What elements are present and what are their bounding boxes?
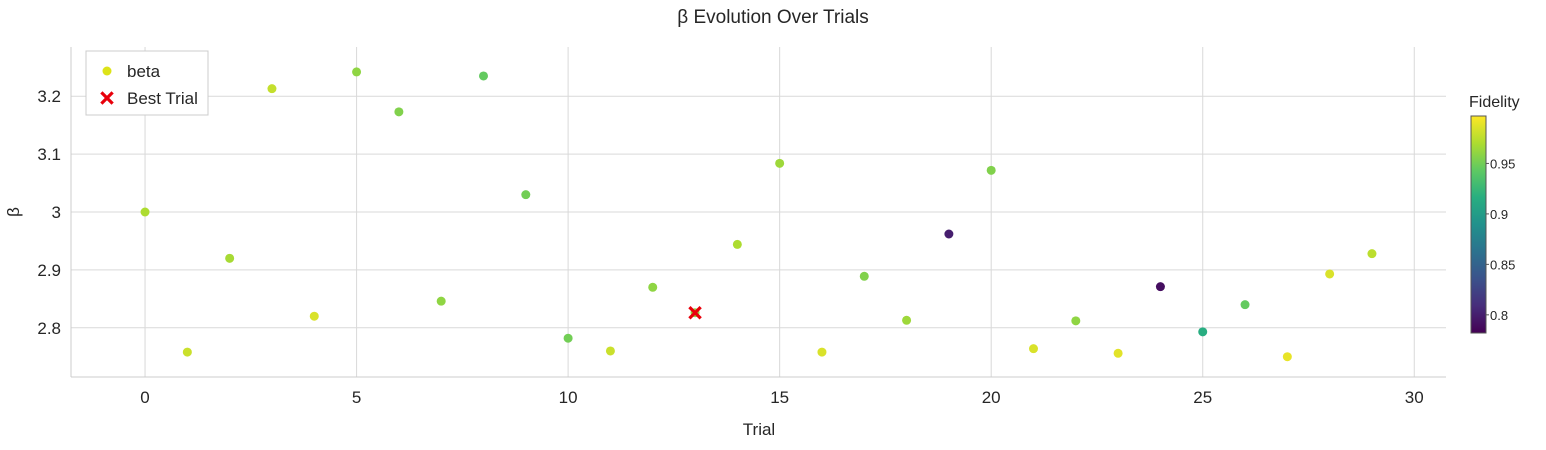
data-point xyxy=(352,67,362,77)
colorbar-tick-label: 0.95 xyxy=(1490,156,1515,171)
colorbar-ticks: 0.8 0.85 0.9 0.95 xyxy=(1486,156,1515,323)
data-point xyxy=(944,229,954,239)
x-tick-label: 20 xyxy=(982,388,1001,407)
best-trial-stroke xyxy=(688,305,702,320)
y-tick-label: 3 xyxy=(52,203,61,222)
data-point xyxy=(648,282,658,292)
data-point xyxy=(817,347,827,357)
grid xyxy=(71,47,1446,377)
y-tick-label: 3.2 xyxy=(37,87,61,106)
data-point xyxy=(775,158,785,168)
data-point xyxy=(732,239,742,249)
best-trial-marker xyxy=(688,305,702,320)
y-tick-label: 2.9 xyxy=(37,261,61,280)
data-point xyxy=(1282,352,1292,362)
colorbar-tick-label: 0.8 xyxy=(1490,308,1508,323)
x-tick-label: 15 xyxy=(770,388,789,407)
data-point xyxy=(902,315,912,325)
axes: 0 5 10 15 20 25 30 2.8 2.9 3 3.1 3.2 xyxy=(37,47,1446,407)
data-point xyxy=(225,253,235,263)
x-axis-label: Trial xyxy=(743,420,775,439)
colorbar-label: Fidelity xyxy=(1469,94,1520,111)
legend-label-beta: beta xyxy=(127,62,161,81)
colorbar: Fidelity 0.8 0.85 0.9 0.95 xyxy=(1469,94,1520,334)
data-point xyxy=(1029,344,1038,354)
data-point xyxy=(521,190,531,200)
legend-marker-beta xyxy=(102,66,112,76)
data-point xyxy=(140,207,150,217)
data-point xyxy=(436,296,446,306)
colorbar-tick-label: 0.85 xyxy=(1490,257,1515,272)
y-tick-label: 2.8 xyxy=(37,319,61,338)
data-point xyxy=(986,165,996,175)
data-point xyxy=(1155,282,1165,292)
data-point xyxy=(309,311,319,321)
x-tick-label: 5 xyxy=(352,388,361,407)
data-point xyxy=(1198,327,1208,337)
data-point xyxy=(394,107,404,117)
data-point xyxy=(182,347,192,357)
x-tick-label: 0 xyxy=(140,388,149,407)
legend-marker-best-trial xyxy=(100,91,114,105)
data-point xyxy=(1071,316,1081,326)
data-point xyxy=(1240,300,1250,310)
data-points xyxy=(140,67,1377,362)
data-point xyxy=(479,71,488,81)
y-tick-label: 3.1 xyxy=(37,145,61,164)
colorbar-gradient xyxy=(1470,115,1487,334)
y-axis-label: β xyxy=(4,207,23,217)
legend-frame xyxy=(85,50,209,116)
data-point xyxy=(605,346,615,356)
chart-title: β Evolution Over Trials xyxy=(677,7,869,28)
data-point xyxy=(1367,249,1377,259)
colorbar-tick-label: 0.9 xyxy=(1490,207,1508,222)
legend: beta Best Trial xyxy=(85,50,209,116)
x-tick-label: 10 xyxy=(559,388,578,407)
x-tick-label: 30 xyxy=(1405,388,1424,407)
data-point xyxy=(1325,269,1335,279)
data-point xyxy=(1113,348,1123,358)
data-point xyxy=(267,84,277,94)
legend-label-best-trial: Best Trial xyxy=(127,89,198,108)
x-tick-label: 25 xyxy=(1193,388,1212,407)
data-point xyxy=(563,333,573,343)
data-point xyxy=(859,271,869,281)
